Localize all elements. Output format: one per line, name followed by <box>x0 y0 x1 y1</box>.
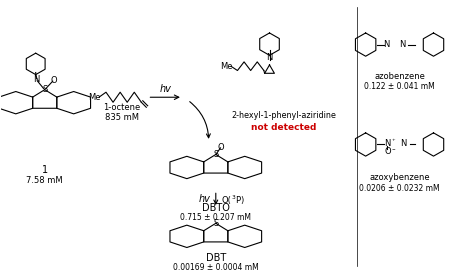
Text: Me: Me <box>89 93 101 102</box>
Text: 0.122 ± 0.041 mM: 0.122 ± 0.041 mM <box>364 82 435 91</box>
Text: $^3$P): $^3$P) <box>231 194 245 207</box>
Text: 1: 1 <box>42 165 48 175</box>
Text: 7.58 mM: 7.58 mM <box>27 175 63 185</box>
Text: DBT: DBT <box>206 253 226 263</box>
Text: 0.0206 ± 0.0232 mM: 0.0206 ± 0.0232 mM <box>359 184 440 193</box>
Text: not detected: not detected <box>251 123 317 132</box>
Text: N: N <box>384 139 391 148</box>
Text: azobenzene: azobenzene <box>374 72 425 81</box>
Text: N: N <box>400 139 406 148</box>
Text: azoxybenzene: azoxybenzene <box>369 173 430 182</box>
Text: Me: Me <box>220 62 233 71</box>
Text: N: N <box>399 40 405 49</box>
Text: N: N <box>266 53 273 62</box>
Text: $^+$: $^+$ <box>391 138 397 143</box>
FancyArrowPatch shape <box>190 102 210 138</box>
Text: 835 mM: 835 mM <box>105 114 138 122</box>
Text: S: S <box>213 219 219 228</box>
Text: hv: hv <box>159 84 171 94</box>
Text: S: S <box>42 85 47 94</box>
Text: 2-hexyl-1-phenyl-aziridine: 2-hexyl-1-phenyl-aziridine <box>232 111 337 120</box>
Text: DBTO: DBTO <box>202 203 230 213</box>
Text: 0.00169 ± 0.0004 mM: 0.00169 ± 0.0004 mM <box>173 263 259 272</box>
Text: O: O <box>384 147 391 156</box>
Text: hv: hv <box>198 194 210 204</box>
Text: O: O <box>50 76 57 85</box>
Text: N: N <box>33 75 40 84</box>
Text: 0.715 ± 0.207 mM: 0.715 ± 0.207 mM <box>180 213 251 222</box>
Text: S: S <box>213 150 219 159</box>
Text: 1-octene: 1-octene <box>103 103 140 112</box>
Text: O(: O( <box>221 196 231 205</box>
Text: O: O <box>218 142 224 152</box>
Text: $^-$: $^-$ <box>391 148 397 153</box>
Text: N: N <box>383 40 390 49</box>
